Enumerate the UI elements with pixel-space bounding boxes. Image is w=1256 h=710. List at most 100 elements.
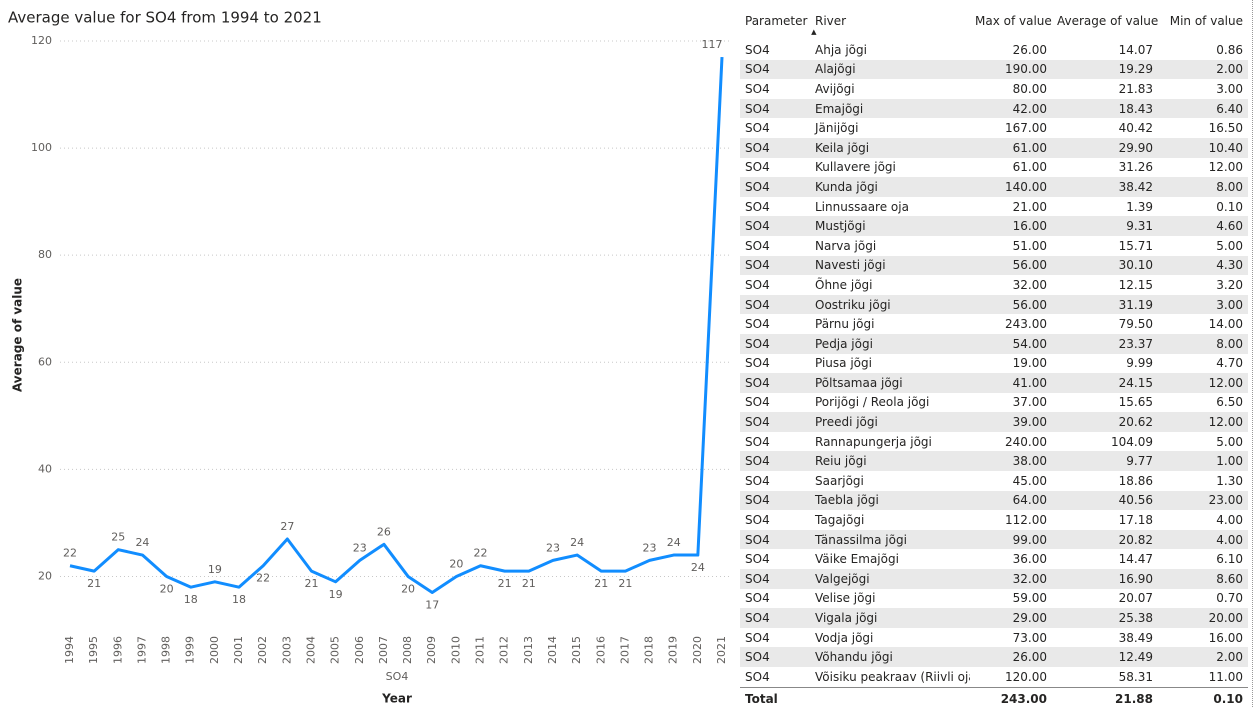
table-row: SO4 Taebla jõgi 64.00 40.56 23.00 <box>740 490 1248 511</box>
table-cell: SO4 <box>740 216 810 236</box>
table-cell: SO4 <box>740 59 810 80</box>
data-label: 20 <box>449 557 463 570</box>
table-cell: 38.42 <box>1052 177 1158 197</box>
table-cell: 12.00 <box>1158 373 1248 393</box>
table-cell: 15.71 <box>1118 238 1153 253</box>
table-cell: 19.00 <box>1012 356 1047 371</box>
table-cell: 20.82 <box>1052 529 1158 550</box>
table-cell: SO4 <box>745 121 770 136</box>
total-cell: 0.10 <box>1158 686 1248 710</box>
table-cell: Ahja jõgi <box>815 42 867 57</box>
table-row: SO4 Rannapungerja jõgi 240.00 104.09 5.00 <box>740 432 1248 452</box>
table-row: SO4 Alajõgi 190.00 19.29 2.00 <box>740 59 1248 80</box>
table-cell: 18.86 <box>1118 473 1153 488</box>
table-cell: SO4 <box>740 451 810 472</box>
table-cell: Kullavere jõgi <box>815 160 896 175</box>
table-cell: Võhandu jõgi <box>810 647 970 667</box>
table-cell: 167.00 <box>1005 121 1047 136</box>
table-cell: 40.42 <box>1118 121 1153 136</box>
table-cell: 0.70 <box>1216 591 1243 606</box>
table-cell: 4.00 <box>1158 529 1248 550</box>
data-label: 18 <box>232 593 246 606</box>
table-cell: SO4 <box>740 177 810 197</box>
table-cell: 23.37 <box>1052 333 1158 354</box>
data-label: 21 <box>304 577 318 590</box>
table-cell: 3.20 <box>1216 277 1243 292</box>
y-axis-label: Average of value <box>11 278 25 392</box>
table-cell: 112.00 <box>1005 513 1047 528</box>
y-tick-label: 20 <box>38 569 52 582</box>
table-cell: 79.50 <box>1118 317 1153 332</box>
table-cell: SO4 <box>745 434 770 449</box>
data-label: 21 <box>498 577 512 590</box>
table-row: SO4 Porijõgi / Reola jõgi 37.00 15.65 6.50 <box>740 393 1248 413</box>
table-row: SO4 Preedi jõgi 39.00 20.62 12.00 <box>740 412 1248 432</box>
table-cell: 12.15 <box>1118 277 1153 292</box>
series-label: SO4 <box>386 670 409 683</box>
data-label: 20 <box>401 582 415 595</box>
x-tick-label: 2001 <box>232 636 245 664</box>
table-cell: SO4 <box>745 473 770 488</box>
table-cell: 9.31 <box>1052 216 1158 236</box>
chart-title: Average value for SO4 from 1994 to 2021 <box>8 9 322 27</box>
x-tick-label: 2008 <box>401 636 414 664</box>
data-label: 27 <box>280 520 294 533</box>
table-cell: SO4 <box>745 591 770 606</box>
table-cell: 2.00 <box>1158 647 1248 667</box>
data-label: 21 <box>522 577 536 590</box>
x-tick-label: 1997 <box>135 636 148 664</box>
table-cell: 190.00 <box>970 59 1052 80</box>
data-label: 26 <box>377 525 391 538</box>
x-tick-label: 1996 <box>111 636 124 664</box>
table-cell: 0.86 <box>1216 42 1243 57</box>
table-cell: 243.00 <box>1005 317 1047 332</box>
table-cell: SO4 <box>740 98 810 119</box>
table-cell: 140.00 <box>970 177 1052 197</box>
table-cell: 20.00 <box>1158 608 1248 628</box>
table-cell: Taebla jõgi <box>810 490 970 511</box>
table-cell: SO4 <box>740 255 810 276</box>
table-cell: SO4 <box>745 238 770 253</box>
x-tick-label: 2010 <box>449 636 462 664</box>
table-cell: 120.00 <box>1005 669 1047 684</box>
table-cell: 4.00 <box>1216 513 1243 528</box>
table-cell: Tänassilma jõgi <box>810 529 970 550</box>
table-cell: Vodja jõgi <box>815 630 874 645</box>
table-cell: 3.00 <box>1158 294 1248 315</box>
table-row: SO4 Avijõgi 80.00 21.83 3.00 <box>740 79 1248 99</box>
table-cell: 21.83 <box>1118 81 1153 96</box>
table-row: SO4 Saarjõgi 45.00 18.86 1.30 <box>740 471 1248 491</box>
x-tick-label: 2019 <box>667 636 680 664</box>
table-cell: 42.00 <box>970 98 1052 119</box>
table-cell: 6.50 <box>1216 395 1243 410</box>
table-cell: 31.19 <box>1052 294 1158 315</box>
table-cell: Tagajõgi <box>815 513 865 528</box>
x-tick-label: 2021 <box>715 636 728 664</box>
table-cell: SO4 <box>745 669 770 684</box>
table-row: SO4 Võhandu jõgi 26.00 12.49 2.00 <box>740 647 1248 667</box>
data-label: 24 <box>135 536 149 549</box>
sort-arrow[interactable]: ▲ <box>811 28 817 36</box>
table-cell: SO4 <box>745 199 770 214</box>
table-cell: 1.00 <box>1158 451 1248 472</box>
table-cell: 4.30 <box>1158 255 1248 276</box>
table-cell: 29.00 <box>970 608 1052 628</box>
table-cell: Narva jõgi <box>815 238 877 253</box>
divider <box>1252 0 1253 707</box>
table-cell: 16.00 <box>1208 630 1243 645</box>
x-tick-label: 2020 <box>691 636 704 664</box>
table-cell: SO4 <box>740 490 810 511</box>
table-cell: 104.09 <box>1111 434 1153 449</box>
table-cell: Oostriku jõgi <box>810 294 970 315</box>
data-label: 18 <box>184 593 198 606</box>
table-row: SO4 Ahja jõgi 26.00 14.07 0.86 <box>740 40 1248 60</box>
table-row: SO4 Emajõgi 42.00 18.43 6.40 <box>740 98 1248 119</box>
table-row: SO4 Pedja jõgi 54.00 23.37 8.00 <box>740 333 1248 354</box>
table-cell: 41.00 <box>970 373 1052 393</box>
table-cell: 58.31 <box>1118 669 1153 684</box>
table-row: SO4 Väike Emajõgi 36.00 14.47 6.10 <box>740 549 1248 569</box>
line <box>69 56 724 595</box>
table-row: SO4 Reiu jõgi 38.00 9.77 1.00 <box>740 451 1248 472</box>
data-label: 22 <box>63 547 77 560</box>
table-cell: SO4 <box>740 137 810 158</box>
